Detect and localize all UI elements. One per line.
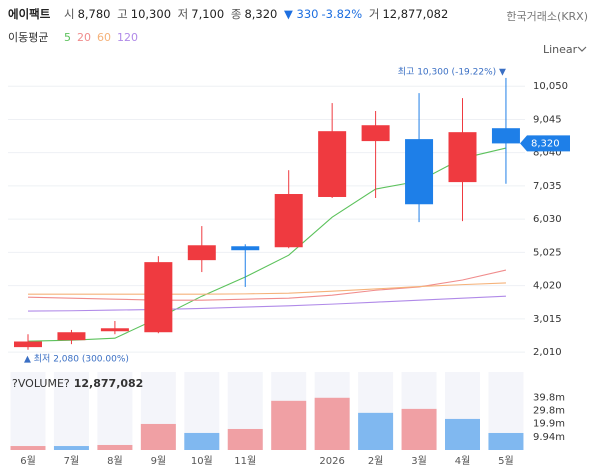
volume-bar (488, 432, 524, 450)
quote-label: 고 (117, 7, 128, 21)
change: ▼ 330 (284, 7, 319, 21)
last-price-label: 8,320 (531, 138, 560, 149)
candle-body (231, 246, 260, 251)
volume-column-bg (10, 372, 46, 450)
x-tick-label: 6월 (20, 455, 36, 467)
x-tick-label: 2월 (368, 455, 384, 467)
quote-header: 에이팩트 시 8,780 고 10,300 저 7,100 종 8,320 ▼ 330-… (8, 6, 451, 22)
x-tick-label: 11월 (234, 455, 256, 467)
high-annotation: 최고 10,300 (-19.22%) ▼ (398, 66, 506, 77)
volume-bar (97, 444, 133, 450)
y-tick-label: 9.94m (533, 432, 565, 443)
y-tick-label: 6,030 (533, 214, 562, 225)
quote-value: 8,780 (77, 7, 111, 21)
y-tick-label: 8,040 (533, 148, 562, 159)
y-tick-label: 4,020 (533, 281, 562, 292)
low-annotation: ▲ 최저 2,080 (300.00%) (24, 353, 129, 364)
volume-bar (140, 423, 176, 450)
ma-line (28, 282, 506, 295)
x-tick-label: 9월 (151, 455, 167, 467)
x-tick-label: 8월 (107, 455, 123, 467)
volume-bar (358, 412, 394, 450)
quote-value: 10,300 (130, 7, 172, 21)
volume-column-bg (53, 372, 89, 450)
ma-line (27, 147, 507, 342)
x-tick-label: 5월 (498, 455, 514, 467)
y-tick-label: 19.9m (533, 419, 565, 430)
quote-label: 시 (63, 7, 75, 21)
volume-label: 거 (368, 7, 380, 21)
y-tick-label: 5,025 (533, 247, 562, 258)
legend-entry: 60 (97, 31, 111, 44)
candle-body (274, 194, 303, 248)
scale-mode[interactable]: Linear (543, 43, 578, 56)
candle-body (144, 262, 173, 333)
volume-bar (445, 418, 480, 450)
volume-bar (227, 428, 263, 450)
candle-body (405, 139, 434, 205)
candle-body (14, 341, 42, 348)
ma-legend-title: 이동평균 (8, 31, 48, 44)
y-tick-label: 10,050 (533, 81, 568, 92)
volume-bar (10, 446, 46, 450)
legend-entry: 20 (77, 31, 91, 44)
candle-body (57, 332, 86, 341)
stock-name: 에이팩트 (8, 7, 51, 21)
x-tick-label: 10월 (191, 455, 213, 467)
quote-label: 종 (230, 7, 242, 21)
volume-bar (271, 400, 307, 450)
volume-title: ?VOLUME? (12, 377, 70, 390)
y-tick-label: 7,035 (533, 181, 562, 192)
y-tick-label: 29.8m (533, 406, 565, 417)
y-tick-label: 9,045 (533, 114, 562, 125)
candle-body (318, 131, 347, 197)
change-pct: -3.82% (321, 7, 363, 21)
volume-bar (53, 446, 89, 450)
y-tick-label: 2,010 (533, 347, 562, 358)
candle-body (491, 128, 520, 144)
volume: 12,877,082 (382, 7, 449, 21)
exchange: 한국거래소(KRX) (506, 10, 588, 23)
volume-bar (401, 408, 437, 450)
x-tick-label: 2026 (319, 456, 344, 467)
candle-body (361, 125, 390, 142)
candle-body (100, 328, 129, 332)
dropdown-icon[interactable] (577, 46, 587, 52)
quote-label: 저 (177, 7, 189, 21)
x-tick-label: 7월 (64, 455, 80, 467)
candle-body (187, 245, 216, 261)
quote-value: 7,100 (191, 7, 225, 21)
volume-bar (184, 432, 220, 450)
quote-value: 8,320 (244, 7, 278, 21)
y-tick-label: 39.8m (533, 392, 565, 403)
volume-column-bg (97, 372, 133, 450)
legend-entry: 5 (64, 31, 71, 44)
legend-entry: 120 (117, 31, 138, 44)
x-tick-label: 4월 (455, 455, 471, 467)
last-price-tag (520, 135, 570, 152)
volume-current: 12,877,082 (74, 377, 144, 390)
volume-bar (314, 397, 350, 450)
x-tick-label: 3월 (411, 455, 427, 467)
ma-line (27, 295, 506, 312)
y-tick-label: 3,015 (533, 314, 562, 325)
candle-body (448, 132, 477, 183)
